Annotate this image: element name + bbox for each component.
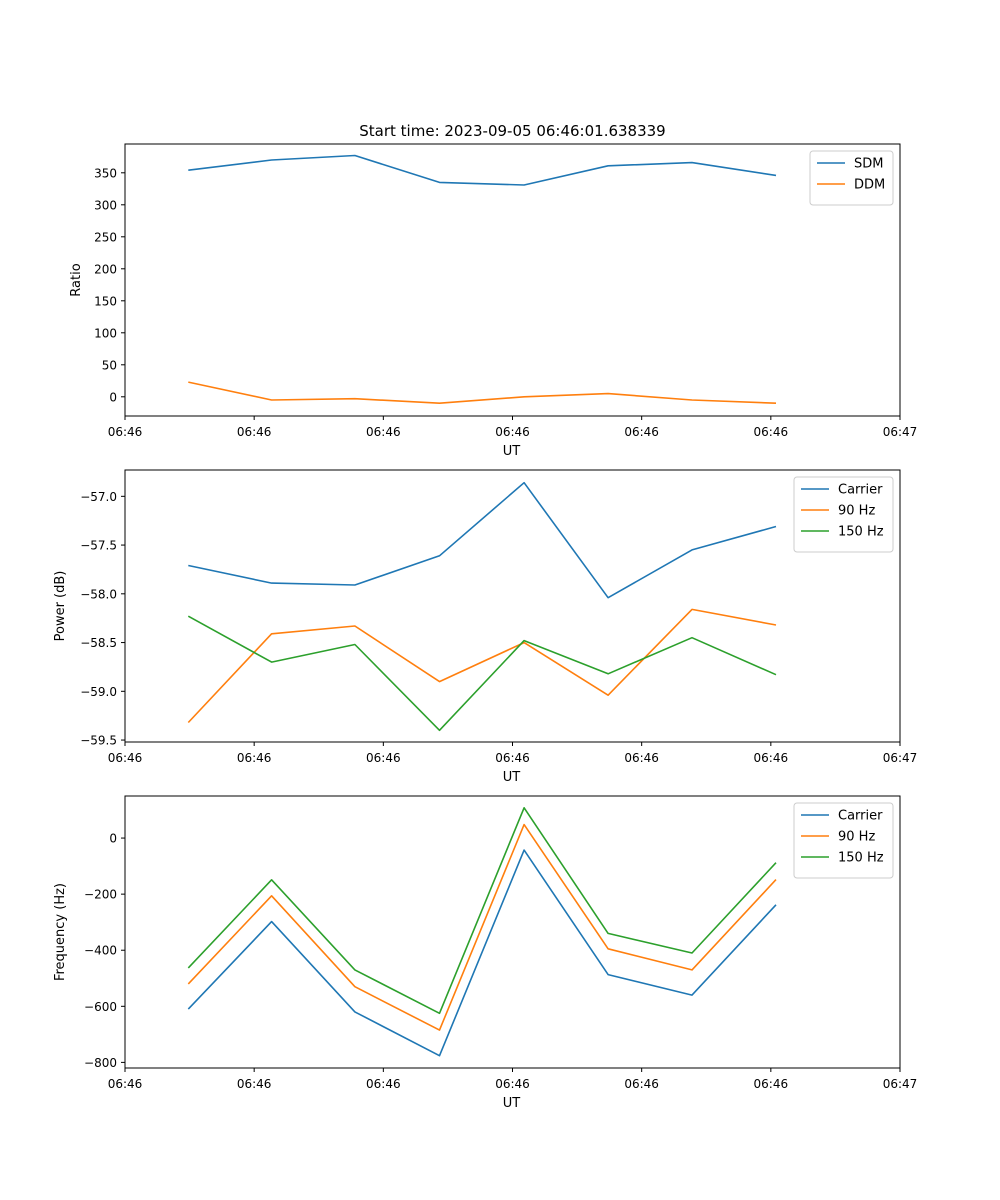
x-tick-label: 06:46 [108, 1077, 143, 1091]
x-tick-label: 06:46 [624, 751, 659, 765]
y-axis-label: Frequency (Hz) [53, 883, 68, 981]
y-tick-label: 50 [102, 358, 117, 372]
legend-box [793, 476, 894, 553]
legend-label: Carrier [838, 809, 883, 824]
y-tick-label: 0 [109, 390, 117, 404]
legend-label: 90 Hz [838, 504, 875, 519]
legend-box [809, 150, 894, 206]
chart-panel-3: 06:46 06:46 06:46 06:46 06:46 06:46 06:47 −800 −… [53, 795, 918, 1111]
series-line-90-hz [187, 823, 777, 1031]
x-tick-label: 06:47 [883, 751, 918, 765]
y-tick-label: −59.5 [80, 734, 117, 748]
y-axis-label: Power (dB) [53, 571, 68, 642]
x-tick-label: 06:46 [108, 425, 143, 439]
series-line-carrier [187, 849, 777, 1057]
x-tick-label: 06:46 [495, 425, 530, 439]
y-tick-label: 350 [94, 166, 117, 180]
y-tick-label: −600 [84, 1000, 117, 1014]
series-line-150-hz [187, 615, 777, 732]
series-line-sdm [188, 154, 777, 186]
y-tick-label: 300 [94, 198, 117, 212]
legend: Carrier 90 Hz 150 Hz [793, 802, 894, 879]
x-tick-label: 06:46 [754, 425, 789, 439]
legend-label: 150 Hz [838, 525, 884, 540]
series-line-150-hz [187, 806, 777, 1015]
series-line-carrier [188, 481, 777, 599]
x-tick-label: 06:46 [624, 1077, 659, 1091]
y-tick-label: −58.0 [80, 587, 117, 601]
x-tick-label: 06:47 [883, 425, 918, 439]
legend: SDM DDM [809, 150, 894, 206]
y-tick-label: −800 [84, 1056, 117, 1070]
charts-container: 06:46 06:46 06:46 06:46 06:46 06:46 06:47 0 50 10… [53, 143, 918, 1111]
x-tick-label: 06:46 [108, 751, 143, 765]
x-tick-label: 06:46 [624, 425, 659, 439]
figure-title: Start time: 2023-09-05 06:46:01.638339 [359, 122, 665, 140]
y-axis-label: Ratio [69, 263, 84, 296]
y-tick-label: 150 [94, 294, 117, 308]
y-tick-label: −400 [84, 944, 117, 958]
y-tick-label: 200 [94, 262, 117, 276]
chart-panel-2: 06:46 06:46 06:46 06:46 06:46 06:46 06:47 −59.5… [53, 469, 918, 785]
y-tick-label: 250 [94, 230, 117, 244]
x-tick-label: 06:46 [754, 1077, 789, 1091]
x-tick-label: 06:46 [495, 751, 530, 765]
x-tick-label: 06:46 [237, 425, 272, 439]
x-axis-label: UT [503, 770, 521, 785]
y-tick-label: −59.0 [80, 685, 117, 699]
y-tick-label: −57.0 [80, 490, 117, 504]
y-tick-label: 100 [94, 326, 117, 340]
y-tick-label: 0 [109, 832, 117, 846]
legend-label: 90 Hz [838, 830, 875, 845]
x-tick-label: 06:46 [237, 1077, 272, 1091]
legend-label: DDM [854, 178, 885, 193]
x-tick-label: 06:46 [495, 1077, 530, 1091]
x-axis-label: UT [503, 1096, 521, 1111]
x-tick-label: 06:46 [754, 751, 789, 765]
x-tick-label: 06:46 [237, 751, 272, 765]
x-tick-label: 06:46 [366, 751, 401, 765]
chart-panel-1: 06:46 06:46 06:46 06:46 06:46 06:46 06:47 0 50 10… [69, 143, 918, 459]
y-tick-label: −57.5 [80, 539, 117, 553]
y-tick-label: −58.5 [80, 636, 117, 650]
legend-label: SDM [854, 157, 883, 172]
series-line-ddm [188, 381, 777, 405]
legend-box [793, 802, 894, 879]
legend-label: Carrier [838, 483, 883, 498]
x-tick-label: 06:46 [366, 1077, 401, 1091]
legend-label: 150 Hz [838, 851, 884, 866]
x-axis-label: UT [503, 444, 521, 459]
x-tick-label: 06:47 [883, 1077, 918, 1091]
legend: Carrier 90 Hz 150 Hz [793, 476, 894, 553]
series-line-90-hz [187, 608, 777, 724]
y-tick-label: −200 [84, 888, 117, 902]
x-tick-label: 06:46 [366, 425, 401, 439]
